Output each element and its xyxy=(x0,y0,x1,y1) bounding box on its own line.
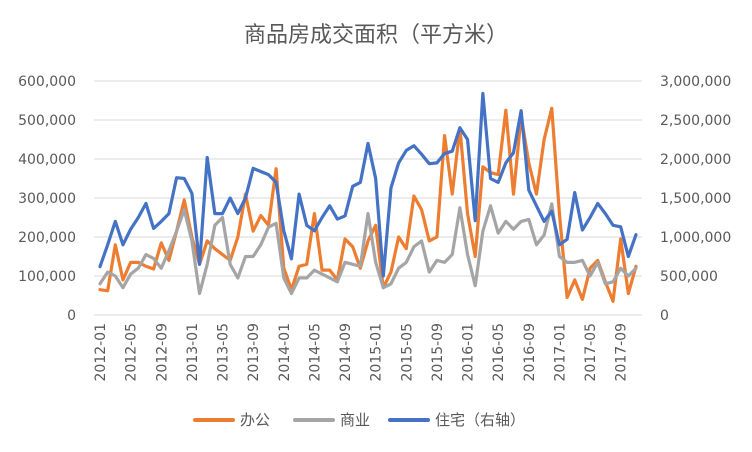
x-tick-label: 2017-09 xyxy=(614,323,630,382)
x-tick-label: 2015-05 xyxy=(399,323,415,382)
y-left-tick-label: 500,000 xyxy=(18,113,76,129)
x-tick-label: 2015-01 xyxy=(369,323,385,382)
series-lines xyxy=(98,91,638,303)
x-tick-label: 2013-09 xyxy=(246,323,262,382)
legend-label-0: 办公 xyxy=(240,411,270,429)
x-tick-label: 2012-09 xyxy=(154,323,170,382)
y-left-tick-label: 400,000 xyxy=(18,152,76,168)
y-right-tick-label: 2,500,000 xyxy=(660,113,731,129)
legend: 办公 商业 住宅（右轴） xyxy=(193,411,525,429)
x-axis-ticks: 2012-01 2012-05 2012-09 2013-01 2013-05 2013-… xyxy=(93,323,630,382)
series-line-1 xyxy=(98,202,638,296)
x-tick-label: 2015-09 xyxy=(430,323,446,382)
x-tick-label: 2016-05 xyxy=(491,323,507,382)
legend-label-2: 住宅（右轴） xyxy=(435,411,525,429)
chart-title: 商品房成交面积（平方米） xyxy=(244,23,508,48)
y-right-tick-label: 2,000,000 xyxy=(660,152,731,168)
x-tick-label: 2016-01 xyxy=(461,323,477,382)
x-tick-label: 2017-05 xyxy=(583,323,599,382)
y-axis-left-ticks: 0 100,000 200,000 300,000 400,000 500,000 600,… xyxy=(18,74,76,324)
x-tick-label: 2014-01 xyxy=(277,323,293,382)
y-left-tick-label: 300,000 xyxy=(18,191,76,207)
y-right-tick-label: 3,000,000 xyxy=(660,74,731,90)
series-line-2 xyxy=(98,91,638,278)
y-right-tick-label: 500,000 xyxy=(660,269,718,285)
y-right-tick-label: 1,000,000 xyxy=(660,230,731,246)
y-axis-right-ticks: 0 500,000 1,000,000 1,500,000 2,000,000 2,500… xyxy=(660,74,731,324)
x-tick-label: 2016-09 xyxy=(522,323,538,382)
y-right-tick-label: 1,500,000 xyxy=(660,191,731,207)
y-left-tick-label: 100,000 xyxy=(18,269,76,285)
x-tick-label: 2013-01 xyxy=(185,323,201,382)
x-tick-label: 2014-09 xyxy=(338,323,354,382)
x-tick-label: 2017-01 xyxy=(552,323,568,382)
y-left-tick-label: 200,000 xyxy=(18,230,76,246)
x-tick-label: 2012-05 xyxy=(124,323,140,382)
x-tick-label: 2014-05 xyxy=(307,323,323,382)
y-left-tick-label: 600,000 xyxy=(18,74,76,90)
legend-label-1: 商业 xyxy=(340,411,370,429)
y-left-tick-label: 0 xyxy=(67,308,76,324)
y-right-tick-label: 0 xyxy=(660,308,669,324)
x-tick-label: 2013-05 xyxy=(216,323,232,382)
x-tick-label: 2012-01 xyxy=(93,323,109,382)
gridlines xyxy=(94,80,642,316)
